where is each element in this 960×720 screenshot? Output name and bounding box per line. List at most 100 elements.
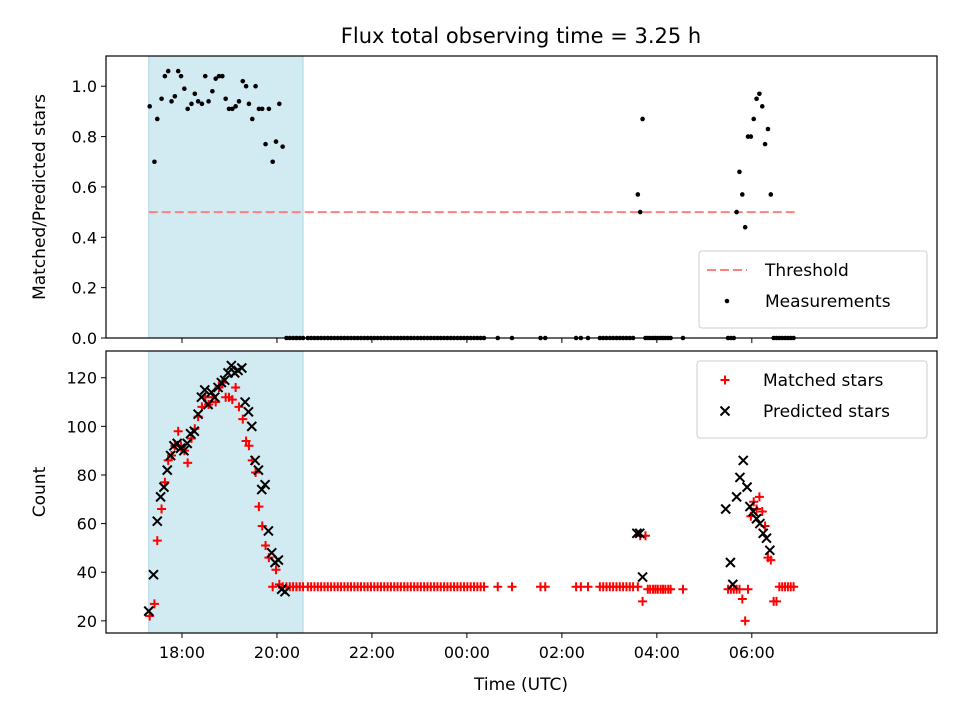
series-predicted-stars <box>143 360 776 617</box>
measurement-point <box>175 68 181 74</box>
matched-star-point <box>238 414 248 424</box>
measurement-point <box>169 99 174 104</box>
matched-star-point <box>766 555 776 565</box>
measurement-point <box>277 101 282 107</box>
measurement-point <box>734 209 739 215</box>
measurement-point <box>162 73 168 79</box>
matched-star-point <box>740 616 750 626</box>
measurement-point <box>263 141 268 147</box>
measurement-point <box>152 159 157 165</box>
matched-star-point <box>268 582 278 592</box>
predicted-star-point <box>727 579 739 590</box>
legend-predicted-marker <box>719 405 731 417</box>
matched-star-point <box>254 502 264 512</box>
matched-star-point <box>271 565 281 575</box>
measurement-point <box>223 96 228 102</box>
matched-star-point <box>507 582 517 592</box>
legend: Matched stars Predicted stars <box>696 360 928 439</box>
matched-star-point <box>789 582 799 592</box>
measurement-point <box>737 169 742 175</box>
chart-title: Flux total observing time = 3.25 h <box>341 24 701 48</box>
predicted-star-point <box>226 360 237 371</box>
predicted-star-point <box>637 571 648 583</box>
predicted-star-point <box>192 408 204 420</box>
y-tick-label: 60 <box>77 515 97 534</box>
predicted-star-point <box>253 464 264 476</box>
predicted-star-point <box>219 374 230 386</box>
matched-star-point <box>257 521 267 531</box>
matched-star-point <box>757 506 767 516</box>
legend-label: Predicted stars <box>763 402 890 422</box>
measurement-point <box>165 68 171 74</box>
predicted-star-point <box>273 554 284 566</box>
predicted-star-point <box>279 586 291 597</box>
y-tick-label: 20 <box>77 612 97 631</box>
matched-star-point <box>666 584 676 594</box>
measurement-point <box>147 104 152 109</box>
measurement-point <box>213 76 218 81</box>
predicted-star-point <box>152 515 163 527</box>
predicted-star-point <box>634 528 645 539</box>
y-tick-label: 1.0 <box>72 77 97 96</box>
matched-star-point <box>771 596 781 606</box>
measurement-point <box>762 141 768 147</box>
measurement-point <box>635 192 641 197</box>
measurement-point <box>637 209 643 215</box>
matched-star-point <box>183 458 193 468</box>
y-tick-label: 80 <box>77 466 97 485</box>
measurement-point <box>240 78 246 84</box>
predicted-star-point <box>757 528 769 539</box>
predicted-star-point <box>263 525 274 537</box>
matched-star-point <box>633 582 643 592</box>
predicted-star-point <box>199 384 210 396</box>
y-tick-label: 100 <box>66 417 97 436</box>
x-tick-label: 00:00 <box>444 643 490 662</box>
measurement-point <box>748 134 754 139</box>
legend-label: Measurements <box>765 292 891 312</box>
measurement-point <box>259 106 265 112</box>
y-axis-label: Count <box>30 466 50 517</box>
matched-star-point <box>244 441 254 451</box>
predicted-star-point <box>764 545 776 556</box>
series-matched-stars <box>145 378 799 626</box>
measurement-point <box>206 99 211 104</box>
measurement-point <box>280 144 285 149</box>
measurement-point <box>226 106 232 112</box>
matched-star-point <box>261 540 271 550</box>
predicted-star-point <box>761 532 772 544</box>
y-tick-label: 40 <box>77 563 97 582</box>
measurement-point <box>220 73 225 79</box>
measurement-point <box>759 104 765 109</box>
predicted-star-point <box>249 455 261 466</box>
measurement-point <box>751 116 757 122</box>
measurement-point <box>199 101 205 107</box>
measurement-point <box>202 73 208 79</box>
legend-label: Threshold <box>764 261 849 281</box>
predicted-star-point <box>143 605 154 617</box>
y-tick-label: 0.6 <box>72 178 97 197</box>
measurement-point <box>246 101 252 107</box>
predicted-star-point <box>256 484 267 495</box>
x-tick-label: 02:00 <box>539 643 585 662</box>
matched-star-point <box>479 582 489 592</box>
measurement-point <box>216 73 222 79</box>
matched-star-point <box>149 599 159 609</box>
y-tick-label: 0.0 <box>72 329 97 348</box>
predicted-star-point <box>734 472 746 483</box>
predicted-star-point <box>246 421 257 432</box>
y-axis-label: Matched/Predicted stars <box>30 94 50 300</box>
matched-star-point <box>678 584 688 594</box>
legend: Threshold Measurements <box>698 250 928 329</box>
matched-star-point <box>231 382 241 392</box>
legend-box <box>698 250 928 329</box>
predicted-star-point <box>731 491 742 503</box>
measurement-point <box>266 106 272 112</box>
matched-star-point <box>540 582 550 592</box>
y-tick-label: 0.8 <box>72 128 97 147</box>
axes-frame <box>105 350 938 634</box>
measurement-point <box>765 126 771 132</box>
x-tick-label: 20:00 <box>254 643 300 662</box>
measurement-point <box>243 83 249 89</box>
predicted-star-point <box>162 464 173 476</box>
predicted-star-point <box>741 481 753 493</box>
